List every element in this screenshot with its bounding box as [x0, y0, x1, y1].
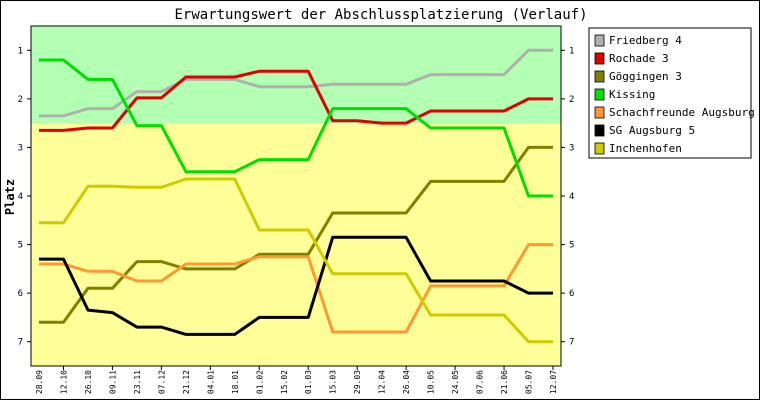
x-tick-label: 12.04 — [378, 370, 387, 394]
x-tick-label: 07.12 — [157, 370, 166, 394]
legend-swatch — [594, 34, 605, 47]
y-tick-label: 7 — [569, 338, 574, 348]
x-tick-label: 15.03 — [329, 370, 338, 394]
x-tick-label: 23.11 — [133, 370, 142, 394]
x-ticks: 28.09 12.10 26.10 09.11 23.11 07.12 21.12 04.01… — [35, 366, 558, 394]
x-tick-label: 01.02 — [255, 370, 264, 394]
y-ticks-right: 1 2 3 4 5 6 7 — [561, 46, 574, 348]
legend-label: Schachfreunde Augsburg 8 — [609, 106, 760, 119]
legend-label: Inchenhofen — [609, 142, 682, 155]
legend-label: Friedberg 4 — [609, 34, 682, 47]
y-tick-label: 6 — [569, 289, 574, 299]
y-tick-label: 2 — [569, 95, 574, 105]
x-tick-label: 26.10 — [84, 370, 93, 394]
legend-swatch — [594, 52, 605, 65]
y-tick-label: 1 — [18, 46, 23, 56]
y-tick-label: 1 — [569, 46, 574, 56]
x-tick-label: 24.05 — [451, 370, 460, 394]
y-tick-label: 5 — [18, 241, 23, 251]
legend-swatch — [594, 106, 605, 119]
series-line — [39, 243, 553, 334]
x-tick-label: 18.01 — [231, 370, 240, 394]
x-tick-label: 21.06 — [500, 370, 509, 394]
y-ticks-left: 1 2 3 4 5 6 7 — [18, 46, 31, 348]
chart-title: Erwartungswert der Abschlussplatzierung … — [174, 7, 587, 23]
x-tick-label: 12.07 — [549, 370, 558, 394]
x-tick-label: 28.09 — [35, 370, 44, 394]
legend-swatch — [594, 142, 605, 155]
series-layer — [39, 48, 553, 344]
x-tick-label: 12.10 — [60, 370, 69, 394]
y-tick-label: 4 — [18, 192, 23, 202]
legend-label: Göggingen 3 — [609, 70, 682, 83]
x-tick-label: 04.01 — [206, 370, 215, 394]
y-axis-label: Platz — [3, 179, 17, 215]
x-tick-label: 07.06 — [476, 370, 485, 394]
legend-swatch — [594, 124, 605, 137]
background-band — [31, 123, 561, 367]
background-bands — [31, 26, 561, 367]
series-line — [39, 69, 553, 132]
legend-label: Rochade 3 — [609, 52, 669, 65]
legend-label: SG Augsburg 5 — [609, 124, 695, 137]
x-tick-label: 09.11 — [108, 370, 117, 394]
x-tick-label: 15.02 — [280, 370, 289, 394]
x-tick-label: 21.12 — [182, 370, 191, 394]
y-tick-label: 4 — [569, 192, 574, 202]
y-tick-label: 3 — [18, 143, 23, 153]
legend-swatch — [594, 70, 605, 83]
x-tick-label: 05.07 — [525, 370, 534, 394]
series-line — [39, 235, 553, 336]
series-line — [39, 58, 553, 198]
x-tick-label: 29.03 — [353, 370, 362, 394]
legend-swatch — [594, 88, 605, 101]
y-tick-label: 3 — [569, 143, 574, 153]
x-tick-label: 01.03 — [304, 370, 313, 394]
series-line — [39, 177, 553, 344]
x-tick-label: 10.05 — [427, 370, 436, 394]
y-tick-label: 2 — [18, 95, 23, 105]
y-tick-label: 5 — [569, 241, 574, 251]
legend-label: Kissing — [609, 88, 655, 101]
y-tick-label: 6 — [18, 289, 23, 299]
legend: Friedberg 4 Rochade 3 Göggingen 3 Kissing Sc… — [588, 27, 760, 159]
x-tick-label: 26.04 — [402, 370, 411, 394]
y-tick-label: 7 — [18, 338, 23, 348]
legend-box — [588, 27, 752, 159]
